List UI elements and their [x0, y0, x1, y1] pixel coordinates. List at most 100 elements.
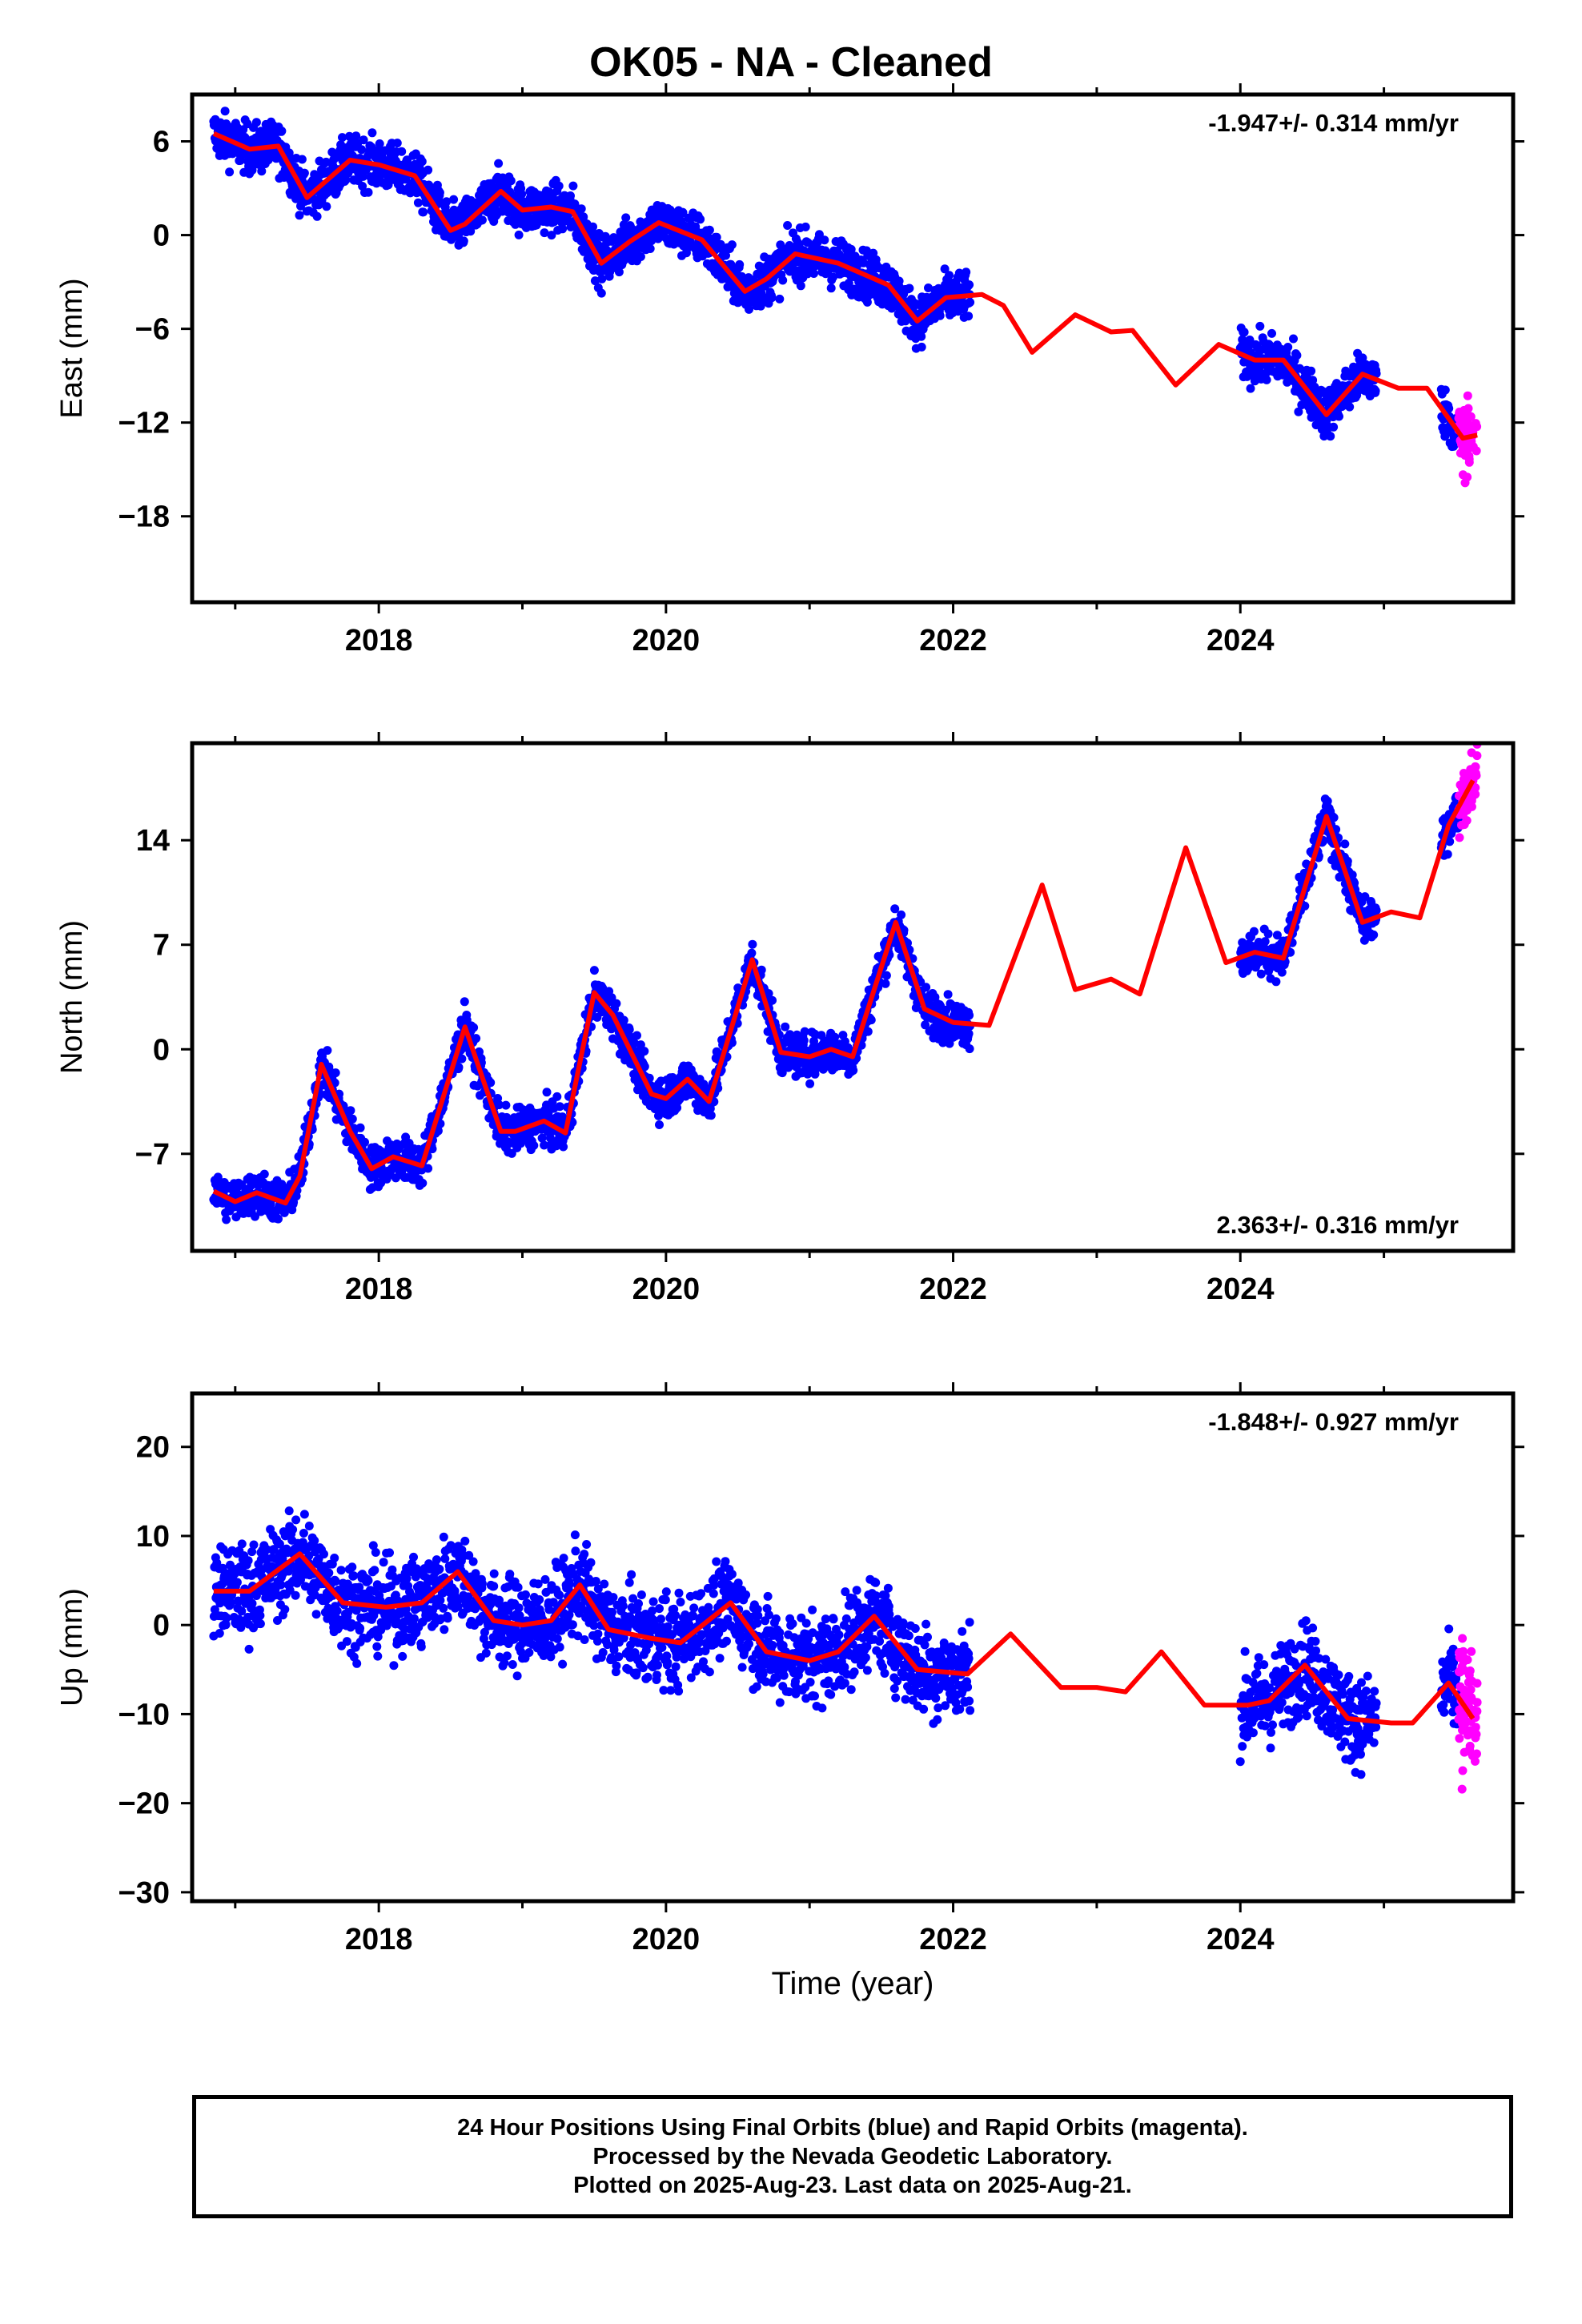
final-point [227, 1598, 235, 1607]
final-point [297, 155, 307, 164]
final-point [259, 1169, 269, 1179]
final-point [418, 1178, 428, 1188]
final-point [1308, 376, 1318, 385]
final-point [494, 159, 504, 168]
y-tick-label: 0 [153, 1033, 170, 1067]
final-point [501, 1100, 511, 1110]
final-point [392, 139, 402, 148]
final-point [696, 215, 705, 224]
final-point [940, 264, 950, 274]
model-fit-line [212, 131, 1478, 441]
final-point [721, 251, 730, 260]
x-tick-label: 2020 [632, 624, 701, 657]
final-point [673, 1103, 682, 1112]
final-point [1440, 385, 1450, 395]
final-point [943, 990, 953, 999]
final-point [1449, 441, 1459, 451]
final-point [1294, 407, 1303, 416]
final-point [1262, 375, 1271, 384]
final-point [775, 294, 785, 304]
final-point [1329, 422, 1339, 432]
final-point [220, 107, 230, 116]
final-point [1444, 404, 1454, 413]
final-point [247, 1547, 257, 1557]
final-point [735, 259, 745, 269]
final-point [237, 1606, 247, 1616]
final-point [1267, 328, 1276, 338]
final-point [322, 202, 331, 211]
final-point [312, 211, 322, 221]
final-point [655, 1120, 664, 1129]
final-point [529, 1140, 539, 1150]
final-point [435, 188, 444, 197]
final-point [323, 1046, 332, 1055]
final-point [222, 1215, 231, 1224]
final-point [375, 139, 384, 148]
final-point [621, 213, 631, 223]
final-point [321, 157, 331, 167]
final-point [495, 1100, 504, 1110]
x-tick-label: 2020 [632, 1273, 701, 1306]
final-point [829, 272, 838, 282]
final-point [1292, 351, 1302, 360]
final-point [477, 215, 487, 225]
final-point [809, 269, 818, 278]
final-point [1307, 366, 1316, 376]
final-point [796, 281, 805, 291]
final-point [277, 127, 287, 136]
final-point [756, 301, 765, 311]
final-point [747, 948, 757, 958]
y-axis-label: North (mm) [55, 920, 89, 1074]
final-point [965, 1044, 974, 1054]
final-point [624, 1025, 634, 1035]
final-point [1335, 412, 1343, 421]
final-point [921, 983, 931, 992]
final-point [844, 279, 853, 287]
rapid-point [1463, 472, 1472, 482]
final-point [1360, 892, 1370, 902]
final-point [781, 1022, 790, 1031]
final-point [442, 197, 452, 207]
y-tick-label: −6 [135, 313, 170, 347]
final-point [588, 222, 597, 231]
final-point [1255, 321, 1265, 331]
final-point [645, 244, 655, 253]
final-point [1239, 328, 1249, 337]
final-point [363, 187, 373, 197]
rapid-point [1459, 769, 1468, 778]
rapid-point [1455, 833, 1464, 842]
final-point [1260, 937, 1270, 947]
final-point [517, 190, 527, 199]
final-point [568, 181, 578, 191]
final-point [1256, 969, 1266, 979]
final-point [247, 1598, 257, 1608]
rapid-point [1466, 421, 1476, 431]
final-point [417, 157, 427, 167]
final-point [712, 232, 721, 242]
final-point [566, 191, 575, 200]
y-tick-label: −12 [118, 407, 170, 440]
final-point [225, 167, 235, 177]
x-tick-label: 2018 [345, 1273, 413, 1306]
final-point [894, 276, 904, 286]
final-point [1371, 906, 1381, 915]
final-point [1297, 400, 1307, 410]
final-point [801, 222, 810, 231]
final-point [636, 252, 645, 261]
final-point [222, 1613, 231, 1622]
final-point [1343, 856, 1352, 866]
final-point [1326, 432, 1335, 441]
final-point [454, 1063, 464, 1072]
chart-title: OK05 - NA - Cleaned [589, 39, 993, 86]
final-point [243, 1556, 253, 1566]
y-axis-label: East (mm) [55, 278, 89, 418]
final-point [846, 244, 856, 254]
final-point [1283, 343, 1293, 352]
final-point [705, 225, 714, 235]
x-tick-label: 2018 [345, 624, 413, 657]
data-points [209, 107, 1482, 488]
final-point [542, 1088, 552, 1097]
